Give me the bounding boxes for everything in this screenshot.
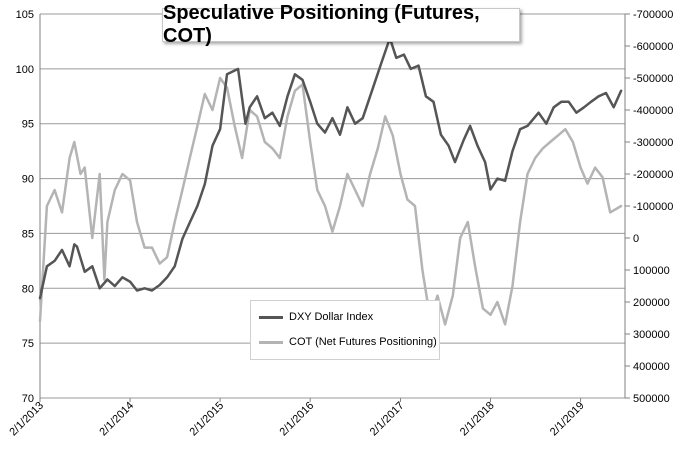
y-right-tick-label: -600000: [633, 41, 673, 53]
x-tick-label: 2/1/2018: [458, 400, 497, 439]
y-left-tick-label: 95: [22, 119, 34, 131]
legend-swatch-cot: [259, 340, 283, 344]
y-left-tick-label: 70: [22, 393, 34, 405]
series-line-dxy: [38, 36, 623, 300]
legend-item-dxy: DXY Dollar Index: [259, 309, 373, 325]
y-right-tick-label: 0: [633, 233, 639, 245]
series-layer: [38, 36, 623, 326]
x-tick-label: 2/1/2013: [7, 400, 46, 439]
y-right-tick-label: -100000: [633, 201, 673, 213]
y-right-tick-label: 300000: [633, 329, 670, 341]
x-tick-label: 2/1/2016: [278, 400, 317, 439]
y-right-tick-label: -200000: [633, 169, 673, 181]
y-right-tick-label: 500000: [633, 393, 670, 405]
y-left-tick-label: 75: [22, 338, 34, 350]
y-right-tick-label: -300000: [633, 137, 673, 149]
legend-item-cot: COT (Net Futures Positioning): [259, 334, 437, 350]
legend-label-cot: COT (Net Futures Positioning): [289, 336, 437, 348]
x-tick-label: 2/1/2017: [368, 400, 407, 439]
x-tick-label: 2/1/2014: [97, 400, 136, 439]
legend-swatch-dxy: [259, 315, 283, 319]
y-right-tick-label: -400000: [633, 105, 673, 117]
y-right-tick-label: -500000: [633, 73, 673, 85]
y-left-tick-label: 80: [22, 283, 34, 295]
y-left-tick-label: 100: [16, 64, 34, 76]
chart-title-box: Speculative Positioning (Futures, COT): [162, 2, 520, 47]
chart-title: Speculative Positioning (Futures, COT): [163, 2, 480, 47]
x-tick-label: 2/1/2015: [187, 400, 226, 439]
x-tick-label: 2/1/2019: [548, 400, 587, 439]
y-left-tick-label: 105: [16, 9, 34, 21]
y-left-tick-label: 85: [22, 228, 34, 240]
y-right-tick-label: 100000: [633, 265, 670, 277]
y-right-tick-label: 400000: [633, 361, 670, 373]
series-line-cot: [38, 76, 623, 326]
y-right-tick-label: 200000: [633, 297, 670, 309]
y-right-tick-label: -700000: [633, 9, 673, 21]
legend-label-dxy: DXY Dollar Index: [289, 311, 374, 323]
y-left-tick-label: 90: [22, 174, 34, 186]
grid-layer: [40, 13, 625, 399]
legend: DXY Dollar Index COT (Net Futures Positi…: [250, 300, 440, 360]
